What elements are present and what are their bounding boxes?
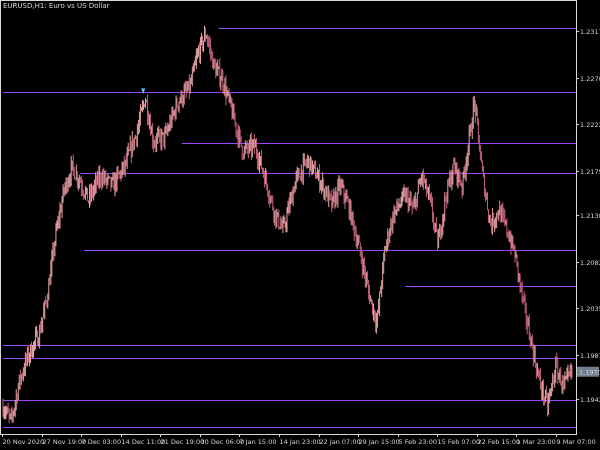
x-tick-label: 27 Nov 19:00 — [43, 438, 87, 446]
x-tick-label: 9 Mar 07:00 — [557, 438, 596, 446]
y-tick-label: 1.20825 — [580, 259, 600, 267]
marker-layer — [141, 88, 146, 95]
y-tick-label: 1.22225 — [580, 121, 600, 129]
price-axis[interactable]: 1.23175 1.22700 1.22225 1.21750 1.21300 1.208… — [576, 28, 600, 404]
y-tick-label: 1.21300 — [580, 212, 600, 220]
x-tick-label: 22 Jan 07:00 — [320, 438, 361, 446]
x-tick-label: 20 Nov 2020 — [3, 438, 45, 446]
x-tick-label: 7 Dec 03:00 — [82, 438, 122, 446]
y-tick-label: 1.22700 — [580, 75, 600, 83]
x-tick-label: 15 Feb 07:00 — [438, 438, 481, 446]
x-tick-label: 1 Mar 23:00 — [517, 438, 556, 446]
level-lines-layer — [3, 28, 576, 428]
current-price-box — [577, 366, 599, 377]
y-tick-label: 1.20350 — [580, 305, 600, 313]
chart-title: EURUSD,H1: Euro vs US Dollar — [3, 2, 110, 10]
x-tick-label: 30 Dec 06:00 — [201, 438, 245, 446]
y-tick-label: 1.21750 — [580, 168, 600, 176]
x-tick-label: 14 Dec 11:00 — [122, 438, 166, 446]
current-price-label: 1.19704 — [579, 368, 600, 376]
x-tick-label: 7 Jan 15:00 — [240, 438, 277, 446]
plot-frame — [0, 0, 577, 435]
candles-layer — [2, 25, 573, 424]
x-tick-label: 22 Feb 15:00 — [478, 438, 521, 446]
y-tick-label: 1.19875 — [580, 352, 600, 360]
x-tick-label: 29 Jan 15:00 — [359, 438, 400, 446]
y-tick-label: 1.23175 — [580, 28, 600, 36]
x-tick-label: 5 Feb 23:00 — [399, 438, 438, 446]
x-tick-label: 21 Dec 19:00 — [161, 438, 205, 446]
x-tick-label: 14 Jan 23:00 — [280, 438, 321, 446]
y-tick-label: 1.19425 — [580, 396, 600, 404]
signal-arrow-icon — [141, 88, 146, 95]
